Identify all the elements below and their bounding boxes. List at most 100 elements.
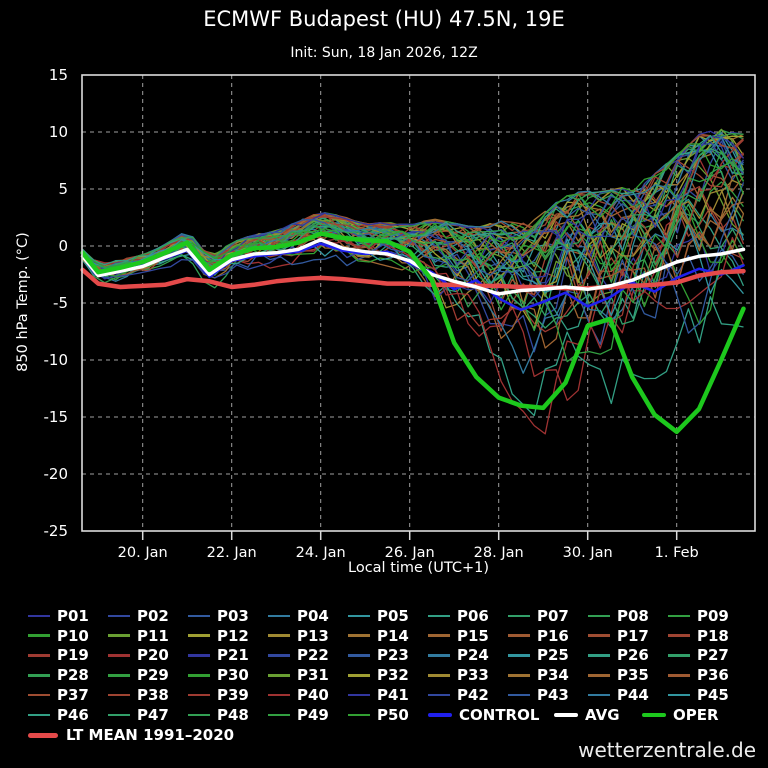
legend-item-p27-label: P27 — [697, 646, 729, 665]
legend-item-p35-label: P35 — [617, 666, 649, 685]
legend-item-p48-label: P48 — [217, 705, 249, 724]
legend-item-lt-mean-swatch — [28, 732, 58, 738]
legend-item-p30: P30 — [188, 665, 268, 685]
legend-item-p27: P27 — [668, 646, 748, 666]
legend-item-p16-label: P16 — [537, 626, 569, 645]
legend-item-control-label: CONTROL — [459, 705, 540, 724]
legend-item-avg: AVG — [554, 705, 642, 725]
ensemble-member-p48 — [82, 161, 745, 268]
legend-item-p41-swatch — [348, 693, 370, 697]
legend-item-p49: P49 — [268, 705, 348, 725]
x-tick-label: 20. Jan — [118, 545, 168, 561]
x-tick-label: 24. Jan — [296, 545, 346, 561]
legend-item-p20-swatch — [108, 654, 130, 657]
legend-item-p23-swatch — [348, 654, 370, 657]
legend-item-p48-swatch — [188, 713, 210, 717]
legend-item-p32-swatch — [348, 674, 370, 677]
legend-item-p45: P45 — [668, 685, 748, 705]
ensemble-member-p40 — [82, 153, 745, 435]
legend-item-p37-label: P37 — [57, 686, 89, 705]
legend-item-p45-label: P45 — [697, 686, 729, 705]
legend-item-control-swatch — [428, 712, 452, 718]
legend-item-p17-label: P17 — [617, 626, 649, 645]
legend-item-p34-swatch — [508, 674, 530, 677]
legend-item-p32-label: P32 — [377, 666, 409, 685]
legend-item-oper-label: OPER — [673, 705, 719, 724]
legend-item-p40-label: P40 — [297, 686, 329, 705]
legend-item-p28-label: P28 — [57, 666, 89, 685]
legend-item-p35-swatch — [588, 674, 610, 677]
legend-item-p05-label: P05 — [377, 606, 409, 625]
legend-item-p37-swatch — [28, 693, 50, 697]
legend: P01 P02 P03 P04 P05 P06 P07 P08 P09 P10 P11 P12 P13 P… — [28, 606, 756, 725]
legend-item-p39-label: P39 — [217, 686, 249, 705]
legend-item-p49-label: P49 — [297, 705, 329, 724]
legend-item-p42-swatch — [428, 693, 450, 697]
legend-item-p21-label: P21 — [217, 646, 249, 665]
legend-item-p17: P17 — [588, 626, 668, 646]
legend-item-p13: P13 — [268, 626, 348, 646]
legend-item-p05-swatch — [348, 614, 370, 618]
legend-item-p47-label: P47 — [137, 705, 169, 724]
legend-item-p18: P18 — [668, 626, 748, 646]
legend-item-p46-swatch — [28, 713, 50, 717]
legend-item-p28-swatch — [28, 674, 50, 677]
legend-item-p06: P06 — [428, 606, 508, 626]
legend-item-p16-swatch — [508, 634, 530, 637]
x-axis-title: Local time (UTC+1) — [348, 560, 489, 576]
legend-item-p49-swatch — [268, 713, 290, 717]
legend-item-p41: P41 — [348, 685, 428, 705]
legend-item-p21-swatch — [188, 654, 210, 657]
legend-item-p42-label: P42 — [457, 686, 489, 705]
legend-item-p08-swatch — [588, 614, 610, 618]
legend-item-p05: P05 — [348, 606, 428, 626]
legend-item-p15-swatch — [428, 634, 450, 637]
legend-item-p22-swatch — [268, 654, 290, 657]
legend-item-p47-swatch — [108, 713, 130, 717]
legend-item-p22: P22 — [268, 646, 348, 666]
legend-item-p03-swatch — [188, 614, 210, 618]
legend-item-p36: P36 — [668, 665, 748, 685]
legend-item-p50-label: P50 — [377, 705, 409, 724]
legend-item-oper-swatch — [642, 712, 666, 718]
legend-item-p33-label: P33 — [457, 666, 489, 685]
avg-line — [80, 237, 746, 296]
legend-item-p14-label: P14 — [377, 626, 409, 645]
legend-item-p01-label: P01 — [57, 606, 89, 625]
legend-item-p40: P40 — [268, 685, 348, 705]
legend-item-p31: P31 — [268, 665, 348, 685]
legend-item-p32: P32 — [348, 665, 428, 685]
legend-item-p22-label: P22 — [297, 646, 329, 665]
x-tick-label: 30. Jan — [563, 545, 613, 561]
legend-item-p25-swatch — [508, 654, 530, 657]
legend-item-p33: P33 — [428, 665, 508, 685]
legend-item-p44-label: P44 — [617, 686, 649, 705]
y-tick-label: -5 — [53, 294, 68, 312]
y-tick-label: -15 — [44, 408, 69, 426]
y-tick-label: -10 — [44, 351, 69, 369]
legend-item-p47: P47 — [108, 705, 188, 725]
legend-item-p39: P39 — [188, 685, 268, 705]
y-tick-label: 15 — [49, 66, 68, 84]
legend-item-p37: P37 — [28, 685, 108, 705]
legend-item-p06-label: P06 — [457, 606, 489, 625]
legend-item-p14: P14 — [348, 626, 428, 646]
legend-item-p07-swatch — [508, 614, 530, 618]
legend-item-p10-swatch — [28, 634, 50, 637]
legend-item-p26-swatch — [588, 654, 610, 657]
legend-item-p46: P46 — [28, 705, 108, 725]
legend-item-p34-label: P34 — [537, 666, 569, 685]
legend-item-control: CONTROL — [428, 705, 554, 725]
x-tick-label: 1. Feb — [655, 545, 699, 561]
legend-item-p26: P26 — [588, 646, 668, 666]
legend-item-p08-label: P08 — [617, 606, 649, 625]
lt-mean-1991-2020-line — [80, 267, 746, 291]
legend-item-p43-label: P43 — [537, 686, 569, 705]
legend-item-p40-swatch — [268, 693, 290, 697]
legend-item-p07-label: P07 — [537, 606, 569, 625]
legend-item-p10-label: P10 — [57, 626, 89, 645]
legend-item-p50: P50 — [348, 705, 428, 725]
legend-item-p19-label: P19 — [57, 646, 89, 665]
legend-item-p50-swatch — [348, 713, 370, 717]
